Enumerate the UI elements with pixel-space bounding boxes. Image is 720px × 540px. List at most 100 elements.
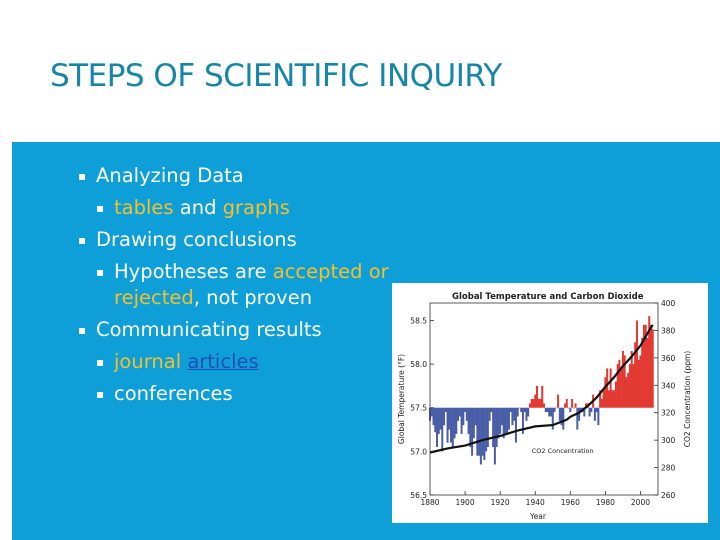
temperature-bar: [478, 407, 481, 456]
temperature-bar: [432, 407, 435, 426]
temperature-bar: [458, 407, 461, 417]
bullet-icon: ▪: [78, 169, 87, 183]
temperature-bar: [500, 407, 503, 426]
temperature-bar: [486, 407, 489, 447]
co2-annotation: CO2 Concentration: [532, 447, 594, 455]
bullet-communicating-results: ▪ Communicating results: [78, 314, 418, 346]
chart-title: Global Temperature and Carbon Dioxide: [452, 292, 644, 302]
temperature-bar: [479, 407, 482, 465]
y-right-tick-label: 300: [661, 436, 676, 445]
temperature-bar: [457, 407, 460, 421]
bullet-hypotheses: ▪ Hypotheses are accepted or rejected, not…: [78, 256, 418, 314]
temperature-bar: [434, 407, 437, 433]
temperature-bar: [597, 407, 600, 426]
temperature-bar: [588, 407, 591, 417]
temperature-bar: [467, 407, 470, 434]
temperature-bar: [637, 359, 640, 408]
y-right-axis-label: CO2 Concentration (ppm): [683, 351, 692, 447]
temperature-bar: [502, 407, 505, 439]
x-tick-label: 1900: [456, 498, 475, 507]
chart-background: [392, 283, 708, 523]
y-left-tick-label: 58.5: [410, 316, 427, 325]
temperature-bar: [590, 407, 593, 413]
x-tick-label: 1960: [561, 498, 580, 507]
bullet-text: Analyzing Data: [96, 164, 244, 187]
temperature-bar: [585, 403, 588, 408]
temperature-bar: [562, 407, 565, 430]
x-tick-label: 1980: [596, 498, 615, 507]
bullet-journal-articles: ▪ journal articles: [78, 346, 418, 378]
bullet-icon: ▪: [96, 201, 105, 215]
temperature-bar: [641, 337, 644, 408]
temperature-bar: [471, 407, 474, 456]
y-left-tick-label: 57.0: [410, 447, 427, 456]
temperature-bar: [430, 407, 433, 417]
bullet-icon: ▪: [78, 323, 87, 337]
temperature-bar: [530, 399, 533, 408]
temperature-bar: [646, 337, 649, 408]
temperature-bar: [525, 407, 528, 421]
temperature-bar: [639, 355, 642, 408]
temperature-bar: [560, 407, 563, 426]
bullet-text: conferences: [114, 382, 233, 405]
x-axis-label: Year: [529, 512, 547, 521]
temperature-bar: [541, 385, 544, 408]
temperature-bar: [516, 407, 519, 417]
temperature-co2-chart: Global Temperature and Carbon Dioxide 56.…: [392, 283, 708, 523]
temperature-bar: [614, 381, 617, 408]
temperature-bar: [569, 407, 572, 413]
bullet-tables-graphs: ▪ tables and graphs: [78, 192, 418, 224]
x-tick-label: 1880: [420, 498, 439, 507]
y-left-tick-label: 58.0: [410, 360, 427, 369]
temperature-bar: [488, 407, 491, 421]
temperature-bar: [602, 390, 605, 408]
temperature-bar: [550, 407, 553, 417]
temperature-bar: [464, 407, 467, 413]
highlight-accepted-or: accepted or: [272, 260, 389, 283]
temperature-bar: [441, 407, 444, 452]
y-right-tick-label: 340: [661, 381, 676, 390]
temperature-bar: [621, 351, 624, 408]
temperature-bar: [535, 385, 538, 408]
temperature-bar: [606, 368, 609, 408]
temperature-bar: [455, 407, 458, 434]
x-tick-label: 1940: [526, 498, 545, 507]
temperature-bar: [513, 407, 516, 421]
y-right-tick-label: 380: [661, 326, 676, 335]
bullet-icon: ▪: [78, 233, 87, 247]
temperature-bar: [511, 407, 514, 426]
temperature-bar: [444, 407, 447, 413]
temperature-bar: [528, 403, 531, 408]
temperature-bar: [443, 407, 446, 426]
temperature-bar: [509, 407, 512, 413]
temperature-bar: [460, 407, 463, 434]
temperature-bar: [490, 407, 493, 413]
slide-title: STEPS OF SCIENTIFIC INQUIRY: [50, 58, 502, 94]
temperature-bar: [557, 394, 560, 408]
temperature-bar: [616, 364, 619, 408]
temperature-bar: [593, 407, 596, 421]
highlight-tables: tables: [114, 196, 174, 219]
y-right-tick-label: 320: [661, 409, 676, 418]
temperature-bar: [497, 407, 500, 439]
bullet-icon: ▪: [96, 265, 105, 279]
temperature-bar: [539, 399, 542, 408]
bullet-conferences: ▪ conferences: [78, 378, 418, 410]
temperature-bar: [446, 407, 449, 443]
articles-link[interactable]: articles: [187, 350, 259, 373]
temperature-bar: [599, 390, 602, 408]
chart-svg: Global Temperature and Carbon Dioxide 56.…: [392, 283, 708, 523]
co2-line: [429, 324, 654, 454]
temperature-bar: [450, 407, 453, 443]
temperature-bar: [546, 407, 549, 413]
temperature-bar: [595, 407, 598, 413]
temperature-bar: [492, 407, 495, 447]
bullet-analyzing-data: ▪ Analyzing Data: [78, 160, 418, 192]
temperature-bar: [625, 377, 628, 408]
temperature-bar: [574, 403, 577, 408]
temperature-bar: [630, 351, 633, 408]
temperature-bar: [553, 407, 556, 413]
temperature-bar: [558, 407, 561, 421]
temperature-bar: [439, 407, 442, 430]
temperature-bar: [527, 407, 530, 417]
